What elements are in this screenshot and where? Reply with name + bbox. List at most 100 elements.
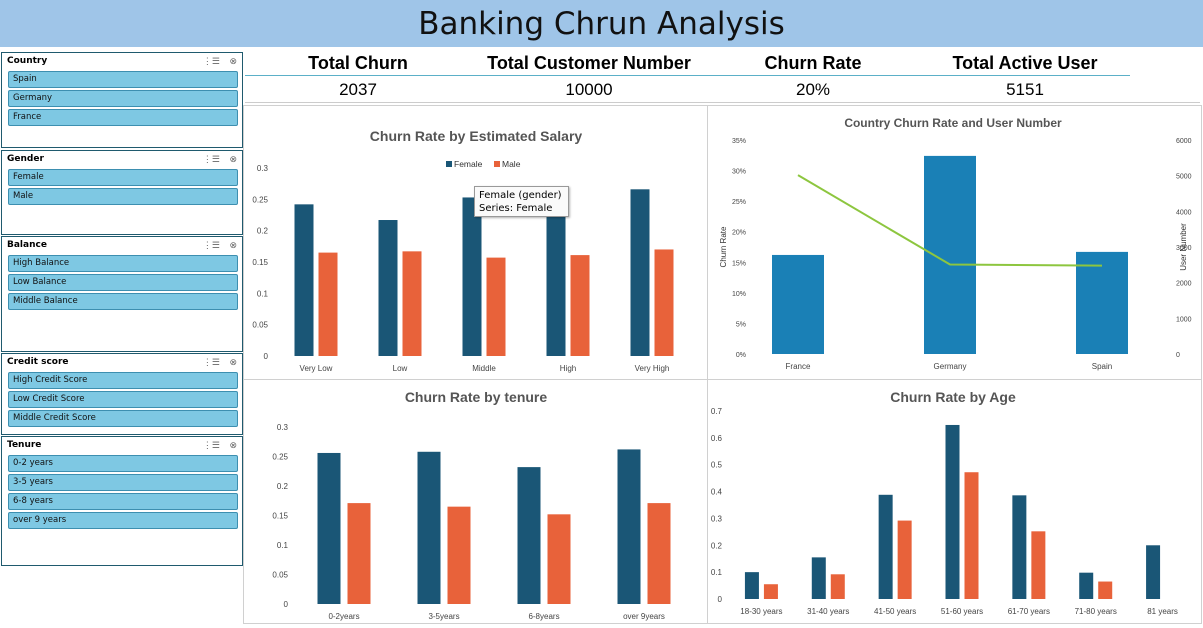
legend-swatch xyxy=(494,161,500,167)
clear-filter-icon[interactable]: ⊗ xyxy=(229,240,237,250)
slicer-credit-score: Credit score ⋮☰ ⊗ High Credit Score Low Cred… xyxy=(1,353,243,435)
y-tick-label: 0.6 xyxy=(711,434,723,443)
x-tick-label: Very Low xyxy=(300,364,333,373)
multi-select-icon[interactable]: ⋮☰ xyxy=(202,440,220,450)
bar-female xyxy=(317,452,341,604)
y-tick-label: 0.7 xyxy=(711,407,723,416)
chart-title: Country Churn Rate and User Number xyxy=(844,116,1062,130)
bar-female xyxy=(378,220,398,356)
y-tick-label: 25% xyxy=(732,199,746,206)
y-tick-label: 0.2 xyxy=(711,541,723,550)
bar-female xyxy=(294,204,314,356)
slicer-title: Gender xyxy=(7,154,44,164)
slicer-header: Gender ⋮☰ ⊗ xyxy=(2,151,242,169)
x-tick-label: 6-8years xyxy=(528,612,559,621)
y-tick-label: 0.1 xyxy=(711,568,723,577)
y-axis-label: Churn Rate xyxy=(719,226,728,267)
slicer-item[interactable]: France xyxy=(8,109,238,126)
slicer-item[interactable]: Low Balance xyxy=(8,274,238,291)
x-tick-label: 0-2years xyxy=(328,612,359,621)
kpi-total-active-user: Total Active User 5151 xyxy=(935,50,1115,104)
bar-female xyxy=(811,557,826,599)
slicer-title: Tenure xyxy=(7,440,42,450)
y2-tick-label: 2000 xyxy=(1176,281,1192,288)
kpi-churn-rate: Churn Rate 20% xyxy=(733,50,893,104)
chart-salary: Churn Rate by Estimated Salary 0 0.05 0.1 0.… xyxy=(252,128,674,373)
y-tick-label: 0.05 xyxy=(252,321,268,330)
x-tick-label: France xyxy=(786,362,811,371)
multi-select-icon[interactable]: ⋮☰ xyxy=(202,240,220,250)
slicer-header: Balance ⋮☰ ⊗ xyxy=(2,237,242,255)
clear-filter-icon[interactable]: ⊗ xyxy=(229,154,237,164)
y-tick-label: 10% xyxy=(732,291,746,298)
dashboard-title-bar: Banking Chrun Analysis xyxy=(0,0,1203,47)
bar-female xyxy=(1146,545,1161,599)
bar-female xyxy=(1079,572,1094,599)
legend-label: Female xyxy=(454,159,483,169)
clear-filter-icon[interactable]: ⊗ xyxy=(229,440,237,450)
y-tick-label: 0.1 xyxy=(257,289,269,298)
slicer-item[interactable]: High Credit Score xyxy=(8,372,238,389)
slicer-title: Country xyxy=(7,56,48,66)
y2-axis-label: User Number xyxy=(1179,223,1188,271)
x-tick-label: 41-50 years xyxy=(874,607,916,616)
slicer-item[interactable]: Low Credit Score xyxy=(8,391,238,408)
y2-tick-label: 5000 xyxy=(1176,174,1192,181)
chart-panel-age[interactable]: Churn Rate by Age 0 0.1 0.2 0.3 0.4 0.5 0.6 0.7 1… xyxy=(707,379,1202,624)
y-tick-label: 0% xyxy=(736,352,746,359)
kpi-label: Total Active User xyxy=(952,53,1098,73)
slicer-item[interactable]: over 9 years xyxy=(8,512,238,529)
chart-panel-tenure[interactable]: Churn Rate by tenure 0 0.05 0.1 0.15 0.2 0.25 0… xyxy=(243,379,708,624)
x-tick-label: 51-60 years xyxy=(941,607,983,616)
slicer-balance: Balance ⋮☰ ⊗ High Balance Low Balance Middle … xyxy=(1,236,243,352)
y-tick-label: 0.3 xyxy=(257,164,269,173)
y-tick-label: 0.3 xyxy=(277,423,289,432)
x-tick-label: Middle xyxy=(472,364,496,373)
kpi-value: 5151 xyxy=(1006,80,1044,99)
chart-panel-country[interactable]: Country Churn Rate and User Number 0% 5% 10… xyxy=(707,105,1202,380)
bar-male xyxy=(447,506,471,604)
y-tick-label: 5% xyxy=(736,321,746,328)
bar-male xyxy=(830,574,845,599)
chart-title: Churn Rate by Age xyxy=(890,389,1016,405)
x-tick-label: 71-80 years xyxy=(1075,607,1117,616)
chart-panel-salary[interactable]: Churn Rate by Estimated Salary 0 0.05 0.1 0.… xyxy=(243,105,708,380)
x-tick-label: Low xyxy=(393,364,408,373)
slicer-item[interactable]: 6-8 years xyxy=(8,493,238,510)
slicer-item[interactable]: Female xyxy=(8,169,238,186)
slicer-title: Balance xyxy=(7,240,47,250)
chart-country: Country Churn Rate and User Number 0% 5% 10… xyxy=(719,116,1192,371)
slicer-item[interactable]: Middle Balance xyxy=(8,293,238,310)
y-tick-label: 0.3 xyxy=(711,514,723,523)
slicer-item[interactable]: Germany xyxy=(8,90,238,107)
bar-female xyxy=(1012,495,1027,599)
kpi-label: Churn Rate xyxy=(764,53,862,73)
slicer-item[interactable]: 3-5 years xyxy=(8,474,238,491)
multi-select-icon[interactable]: ⋮☰ xyxy=(202,56,220,66)
clear-filter-icon[interactable]: ⊗ xyxy=(229,56,237,66)
x-tick-label: Spain xyxy=(1092,362,1112,371)
bar-female xyxy=(878,494,893,599)
slicer-item[interactable]: Middle Credit Score xyxy=(8,410,238,427)
chart-tooltip: Female (gender) Series: Female xyxy=(474,186,569,217)
slicer-item[interactable]: Spain xyxy=(8,71,238,88)
bar-male xyxy=(647,503,671,604)
bar-male xyxy=(570,255,590,356)
bar-female xyxy=(744,572,759,599)
slicer-title: Credit score xyxy=(7,357,69,367)
y-tick-label: 0.25 xyxy=(272,453,288,462)
multi-select-icon[interactable]: ⋮☰ xyxy=(202,357,220,367)
tooltip-line-2: Series: Female xyxy=(479,203,553,214)
multi-select-icon[interactable]: ⋮☰ xyxy=(202,154,220,164)
slicer-item[interactable]: Male xyxy=(8,188,238,205)
bar-male xyxy=(547,514,571,604)
slicer-item[interactable]: 0-2 years xyxy=(8,455,238,472)
x-tick-label: over 9years xyxy=(623,612,665,621)
y-tick-label: 0.1 xyxy=(277,541,289,550)
legend-swatch xyxy=(446,161,452,167)
chart-title: Churn Rate by Estimated Salary xyxy=(370,128,583,144)
slicer-item[interactable]: High Balance xyxy=(8,255,238,272)
clear-filter-icon[interactable]: ⊗ xyxy=(229,357,237,367)
kpi-total-customer-number: Total Customer Number 10000 xyxy=(474,50,704,104)
x-tick-label: 3-5years xyxy=(428,612,459,621)
